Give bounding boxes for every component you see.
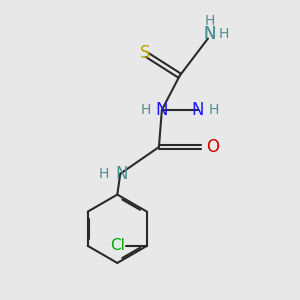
Text: H: H <box>140 103 151 117</box>
Text: S: S <box>140 44 151 62</box>
Text: O: O <box>206 138 219 156</box>
Text: H: H <box>204 14 214 28</box>
Text: N: N <box>203 25 216 43</box>
Text: N: N <box>156 101 168 119</box>
Text: N: N <box>203 25 216 43</box>
Text: N: N <box>191 101 204 119</box>
Text: H: H <box>209 103 219 117</box>
Text: N: N <box>116 165 128 183</box>
Text: H: H <box>219 27 230 41</box>
Text: Cl: Cl <box>110 238 124 253</box>
Text: H: H <box>99 167 109 181</box>
